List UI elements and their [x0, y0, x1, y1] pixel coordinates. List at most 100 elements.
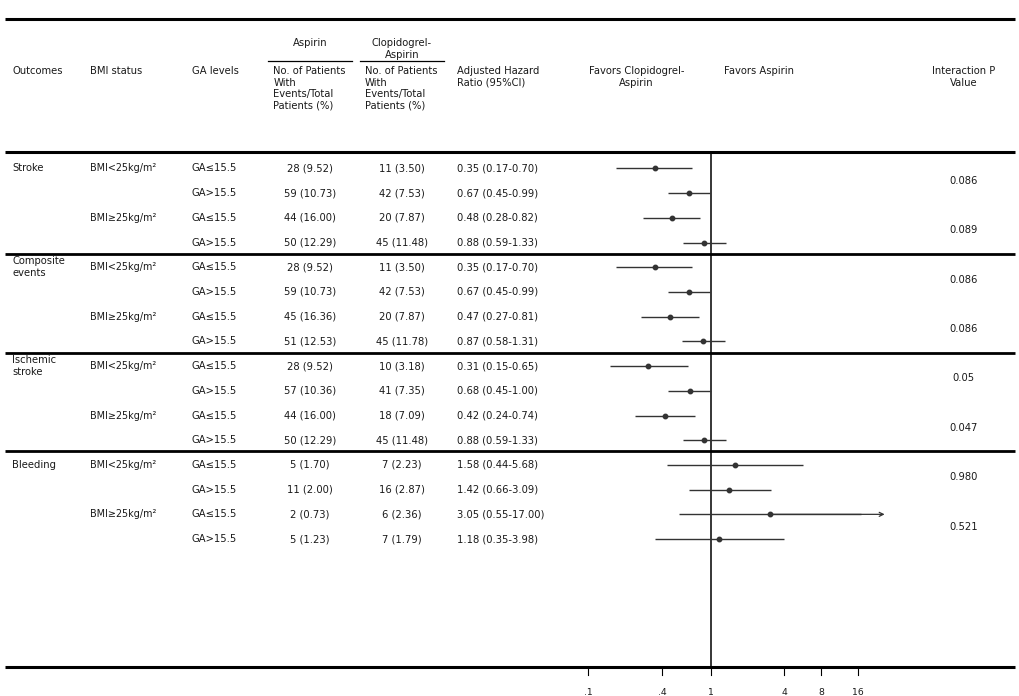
- Text: 2 (0.73): 2 (0.73): [290, 509, 329, 519]
- Text: 0.88 (0.59-1.33): 0.88 (0.59-1.33): [457, 435, 537, 445]
- Text: 28 (9.52): 28 (9.52): [287, 262, 332, 272]
- Text: 44 (16.00): 44 (16.00): [284, 213, 335, 223]
- Text: 0.31 (0.15-0.65): 0.31 (0.15-0.65): [457, 361, 538, 371]
- Text: GA≤15.5: GA≤15.5: [192, 361, 236, 371]
- Text: Interaction P
Value: Interaction P Value: [931, 66, 995, 88]
- Text: No. of Patients
With
Events/Total
Patients (%): No. of Patients With Events/Total Patien…: [365, 66, 437, 111]
- Text: 59 (10.73): 59 (10.73): [283, 188, 336, 198]
- Text: 44 (16.00): 44 (16.00): [284, 411, 335, 420]
- Text: .4: .4: [657, 688, 665, 696]
- Text: BMI<25kg/m²: BMI<25kg/m²: [90, 262, 156, 272]
- Text: BMI<25kg/m²: BMI<25kg/m²: [90, 164, 156, 173]
- Text: 28 (9.52): 28 (9.52): [287, 361, 332, 371]
- Text: 0.88 (0.59-1.33): 0.88 (0.59-1.33): [457, 237, 537, 248]
- Text: GA≤15.5: GA≤15.5: [192, 213, 236, 223]
- Text: 51 (12.53): 51 (12.53): [283, 336, 336, 347]
- Text: GA levels: GA levels: [192, 66, 238, 76]
- Text: 11 (3.50): 11 (3.50): [379, 262, 424, 272]
- Text: Bleeding: Bleeding: [12, 460, 56, 470]
- Text: 45 (11.48): 45 (11.48): [376, 237, 427, 248]
- Text: Composite
events: Composite events: [12, 256, 65, 278]
- Text: 18 (7.09): 18 (7.09): [379, 411, 424, 420]
- Text: 0.48 (0.28-0.82): 0.48 (0.28-0.82): [457, 213, 537, 223]
- Text: 45 (16.36): 45 (16.36): [283, 312, 336, 322]
- Text: 0.086: 0.086: [949, 324, 977, 334]
- Text: Outcomes: Outcomes: [12, 66, 63, 76]
- Text: GA≤15.5: GA≤15.5: [192, 262, 236, 272]
- Text: 41 (7.35): 41 (7.35): [379, 386, 424, 396]
- Text: No. of Patients
With
Events/Total
Patients (%): No. of Patients With Events/Total Patien…: [273, 66, 345, 111]
- Text: GA≤15.5: GA≤15.5: [192, 509, 236, 519]
- Text: GA≤15.5: GA≤15.5: [192, 460, 236, 470]
- Text: GA>15.5: GA>15.5: [192, 237, 236, 248]
- Text: GA>15.5: GA>15.5: [192, 435, 236, 445]
- Text: BMI<25kg/m²: BMI<25kg/m²: [90, 460, 156, 470]
- Text: Ischemic
stroke: Ischemic stroke: [12, 355, 56, 377]
- Text: BMI≥25kg/m²: BMI≥25kg/m²: [90, 509, 156, 519]
- Text: GA>15.5: GA>15.5: [192, 534, 236, 544]
- Text: 1.18 (0.35-3.98): 1.18 (0.35-3.98): [457, 534, 537, 544]
- Text: .1: .1: [583, 688, 592, 696]
- Text: 0.67 (0.45-0.99): 0.67 (0.45-0.99): [457, 287, 538, 297]
- Text: Stroke: Stroke: [12, 164, 44, 173]
- Text: Favors Clopidogrel-
Aspirin: Favors Clopidogrel- Aspirin: [588, 66, 684, 88]
- Text: GA≤15.5: GA≤15.5: [192, 312, 236, 322]
- Text: 20 (7.87): 20 (7.87): [379, 213, 424, 223]
- Text: GA>15.5: GA>15.5: [192, 188, 236, 198]
- Text: GA>15.5: GA>15.5: [192, 287, 236, 297]
- Text: 0.42 (0.24-0.74): 0.42 (0.24-0.74): [457, 411, 537, 420]
- Text: 0.35 (0.17-0.70): 0.35 (0.17-0.70): [457, 164, 537, 173]
- Text: 0.87 (0.58-1.31): 0.87 (0.58-1.31): [457, 336, 537, 347]
- Text: 0.35 (0.17-0.70): 0.35 (0.17-0.70): [457, 262, 537, 272]
- Text: 11 (3.50): 11 (3.50): [379, 164, 424, 173]
- Text: 3.05 (0.55-17.00): 3.05 (0.55-17.00): [457, 509, 544, 519]
- Text: 5 (1.23): 5 (1.23): [290, 534, 329, 544]
- Text: 7 (2.23): 7 (2.23): [382, 460, 421, 470]
- Text: BMI≥25kg/m²: BMI≥25kg/m²: [90, 213, 156, 223]
- Text: 42 (7.53): 42 (7.53): [379, 188, 424, 198]
- Text: Favors Aspirin: Favors Aspirin: [723, 66, 793, 76]
- Text: 59 (10.73): 59 (10.73): [283, 287, 336, 297]
- Text: 0.086: 0.086: [949, 275, 977, 285]
- Text: 16 (2.87): 16 (2.87): [379, 484, 424, 495]
- Text: 28 (9.52): 28 (9.52): [287, 164, 332, 173]
- Text: 0.67 (0.45-0.99): 0.67 (0.45-0.99): [457, 188, 538, 198]
- Text: 5 (1.70): 5 (1.70): [290, 460, 329, 470]
- Text: GA>15.5: GA>15.5: [192, 484, 236, 495]
- Text: 0.086: 0.086: [949, 176, 977, 186]
- Text: 0.047: 0.047: [949, 423, 977, 433]
- Text: 0.089: 0.089: [949, 226, 977, 235]
- Text: 45 (11.48): 45 (11.48): [376, 435, 427, 445]
- Text: 0.05: 0.05: [952, 374, 974, 383]
- Text: 1: 1: [707, 688, 713, 696]
- Text: 57 (10.36): 57 (10.36): [283, 386, 336, 396]
- Text: BMI<25kg/m²: BMI<25kg/m²: [90, 361, 156, 371]
- Text: 0.521: 0.521: [949, 522, 977, 532]
- Text: GA≤15.5: GA≤15.5: [192, 164, 236, 173]
- Text: 16: 16: [852, 688, 863, 696]
- Text: 1.58 (0.44-5.68): 1.58 (0.44-5.68): [457, 460, 537, 470]
- Text: 10 (3.18): 10 (3.18): [379, 361, 424, 371]
- Text: 4: 4: [781, 688, 787, 696]
- Text: 0.47 (0.27-0.81): 0.47 (0.27-0.81): [457, 312, 537, 322]
- Text: GA>15.5: GA>15.5: [192, 386, 236, 396]
- Text: BMI status: BMI status: [90, 66, 142, 76]
- Text: 50 (12.29): 50 (12.29): [283, 237, 336, 248]
- Text: GA>15.5: GA>15.5: [192, 336, 236, 347]
- Text: 11 (2.00): 11 (2.00): [287, 484, 332, 495]
- Text: BMI≥25kg/m²: BMI≥25kg/m²: [90, 411, 156, 420]
- Text: 45 (11.78): 45 (11.78): [375, 336, 428, 347]
- Text: Aspirin: Aspirin: [292, 38, 327, 48]
- Text: 0.980: 0.980: [949, 473, 977, 482]
- Text: 1.42 (0.66-3.09): 1.42 (0.66-3.09): [457, 484, 538, 495]
- Text: 0.68 (0.45-1.00): 0.68 (0.45-1.00): [457, 386, 537, 396]
- Text: BMI≥25kg/m²: BMI≥25kg/m²: [90, 312, 156, 322]
- Text: 42 (7.53): 42 (7.53): [379, 287, 424, 297]
- Text: 6 (2.36): 6 (2.36): [382, 509, 421, 519]
- Text: 8: 8: [817, 688, 823, 696]
- Text: 50 (12.29): 50 (12.29): [283, 435, 336, 445]
- Text: Clopidogrel-
Aspirin: Clopidogrel- Aspirin: [372, 38, 431, 60]
- Text: 20 (7.87): 20 (7.87): [379, 312, 424, 322]
- Text: Adjusted Hazard
Ratio (95%CI): Adjusted Hazard Ratio (95%CI): [457, 66, 539, 88]
- Text: GA≤15.5: GA≤15.5: [192, 411, 236, 420]
